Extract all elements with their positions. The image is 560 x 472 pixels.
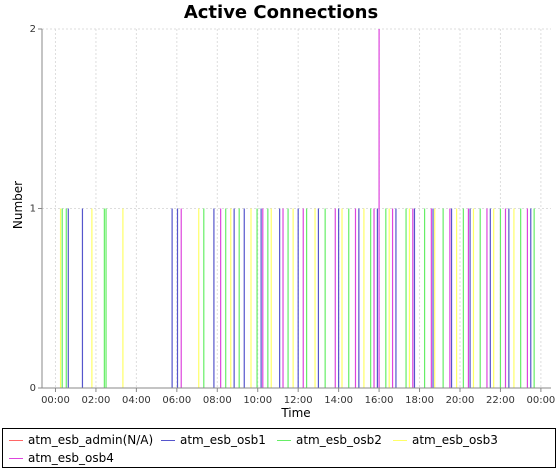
legend-swatch: [277, 439, 291, 441]
axes: 00:00 02:00 04:00 06:00 08:00 10:00 12:00 14:00…: [30, 24, 556, 406]
y-axis-label: Number: [11, 181, 25, 229]
x-tick-label: 14:00: [324, 395, 353, 406]
x-tick-label: 04:00: [122, 395, 151, 406]
x-tick-label: 20:00: [446, 395, 475, 406]
x-tick-label: 18:00: [405, 395, 434, 406]
legend-item: atm_esb_osb3: [393, 433, 498, 447]
legend-label: atm_esb_osb4: [28, 451, 114, 465]
legend-label: atm_esb_osb2: [296, 433, 382, 447]
x-axis-label: Time: [280, 406, 310, 420]
y-tick-label: 1: [30, 204, 36, 215]
chart-canvas: Active Connections 00:00 02:00 04:00 06:00 0…: [11, 2, 556, 420]
x-tick-label: 08:00: [203, 395, 232, 406]
x-tick-label: 06:00: [162, 395, 191, 406]
x-tick-label: 10:00: [243, 395, 272, 406]
legend-swatch: [9, 457, 23, 459]
legend-item: atm_esb_osb2: [277, 433, 382, 447]
legend-item: atm_esb_osb4: [9, 451, 114, 465]
legend-label: atm_esb_admin(N/A): [28, 433, 154, 447]
y-tick-label: 2: [30, 24, 36, 35]
x-tick-label: 00:00: [41, 395, 70, 406]
legend-item: atm_esb_osb1: [161, 433, 266, 447]
x-tick-label: 22:00: [486, 395, 515, 406]
x-tick-label: 00:00: [526, 395, 555, 406]
legend: atm_esb_admin(N/A) atm_esb_osb1 atm_esb_os…: [2, 428, 556, 468]
legend-label: atm_esb_osb3: [412, 433, 498, 447]
legend-label: atm_esb_osb1: [180, 433, 266, 447]
legend-swatch: [9, 439, 23, 441]
legend-swatch: [161, 439, 175, 441]
x-tick-label: 16:00: [365, 395, 394, 406]
legend-swatch: [393, 439, 407, 441]
x-tick-label: 02:00: [82, 395, 111, 406]
bar-layer: [59, 29, 535, 388]
x-tick-label: 12:00: [284, 395, 313, 406]
chart-title: Active Connections: [184, 2, 378, 23]
y-tick-label: 0: [30, 383, 36, 394]
legend-item: atm_esb_admin(N/A): [9, 433, 153, 447]
